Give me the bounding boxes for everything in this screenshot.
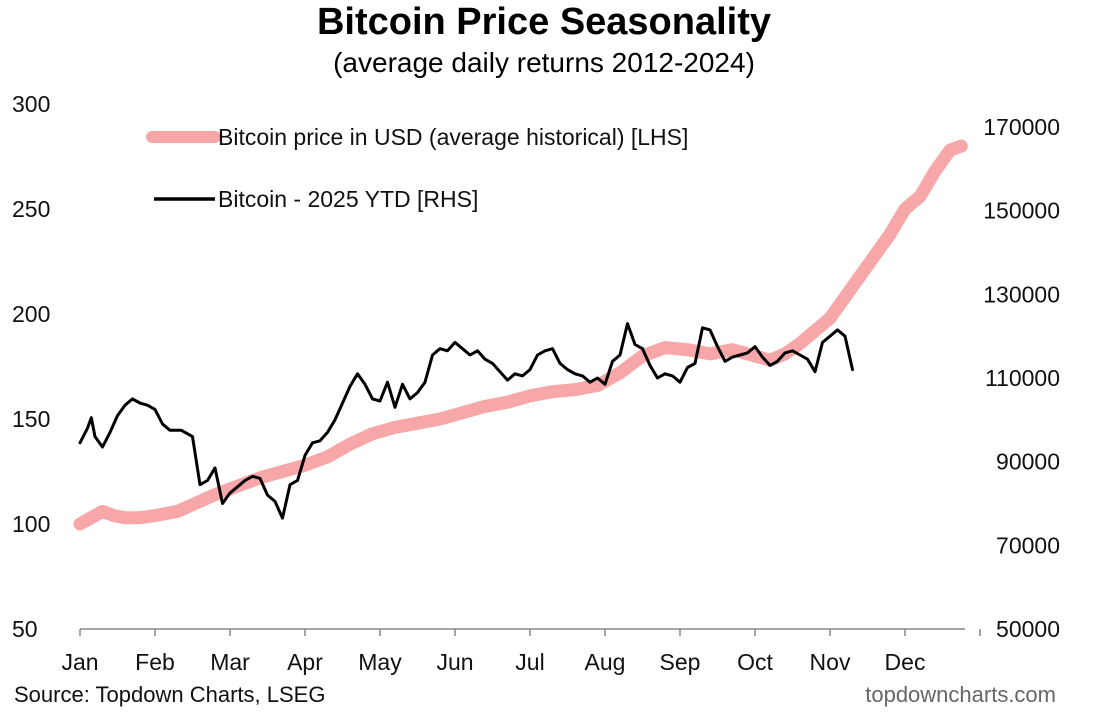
chart-title: Bitcoin Price Seasonality [317, 1, 771, 43]
x-tick-label: Jun [436, 649, 473, 675]
x-tick-label: Mar [210, 649, 250, 675]
y-left-tick-label: 150 [12, 406, 50, 432]
legend: Bitcoin price in USD (average historical… [146, 124, 688, 212]
x-tick-label: Jan [61, 649, 98, 675]
y-right-tick-label: 70000 [996, 532, 1060, 558]
y-right-tick-label: 150000 [983, 198, 1060, 224]
source-note: Source: Topdown Charts, LSEG [14, 682, 325, 707]
x-tick-label: Oct [737, 649, 773, 675]
y-right-tick-label: 170000 [983, 114, 1060, 140]
x-tick-label: Feb [135, 649, 175, 675]
series-line-2025 [78, 322, 854, 520]
left-axis-ticks: 50 100 150 200 250 300 [12, 91, 50, 642]
x-tick-label: Jul [515, 649, 544, 675]
y-left-tick-label: 250 [12, 196, 50, 222]
series-line-historical [73, 139, 968, 531]
y-left-tick-label: 200 [12, 301, 50, 327]
y-right-tick-label: 50000 [996, 616, 1060, 642]
y-right-tick-label: 90000 [996, 449, 1060, 475]
right-axis-ticks: 50000 70000 90000 110000 130000 150000 170000 [983, 114, 1060, 642]
y-right-tick-label: 110000 [985, 365, 1060, 391]
x-tick-label: Aug [585, 649, 626, 675]
legend-label-2025: Bitcoin - 2025 YTD [RHS] [218, 186, 478, 212]
y-right-tick-label: 130000 [983, 281, 1060, 307]
y-left-tick-label: 50 [12, 616, 38, 642]
y-left-tick-label: 300 [12, 91, 50, 117]
x-tick-label: Nov [810, 649, 851, 675]
series-layer [73, 139, 968, 531]
x-tick-label: Apr [287, 649, 323, 675]
legend-label-historical: Bitcoin price in USD (average historical… [218, 124, 688, 150]
brand-watermark: topdowncharts.com [865, 682, 1056, 707]
x-tick-label: Dec [885, 649, 926, 675]
x-tick-label: May [358, 649, 402, 675]
x-ticks: Jan Feb Mar Apr May Jun Jul Aug Sep Oct Nov Dec [61, 629, 981, 675]
y-left-tick-label: 100 [12, 511, 50, 537]
x-tick-label: Sep [660, 649, 701, 675]
chart-subtitle: (average daily returns 2012-2024) [333, 47, 755, 78]
